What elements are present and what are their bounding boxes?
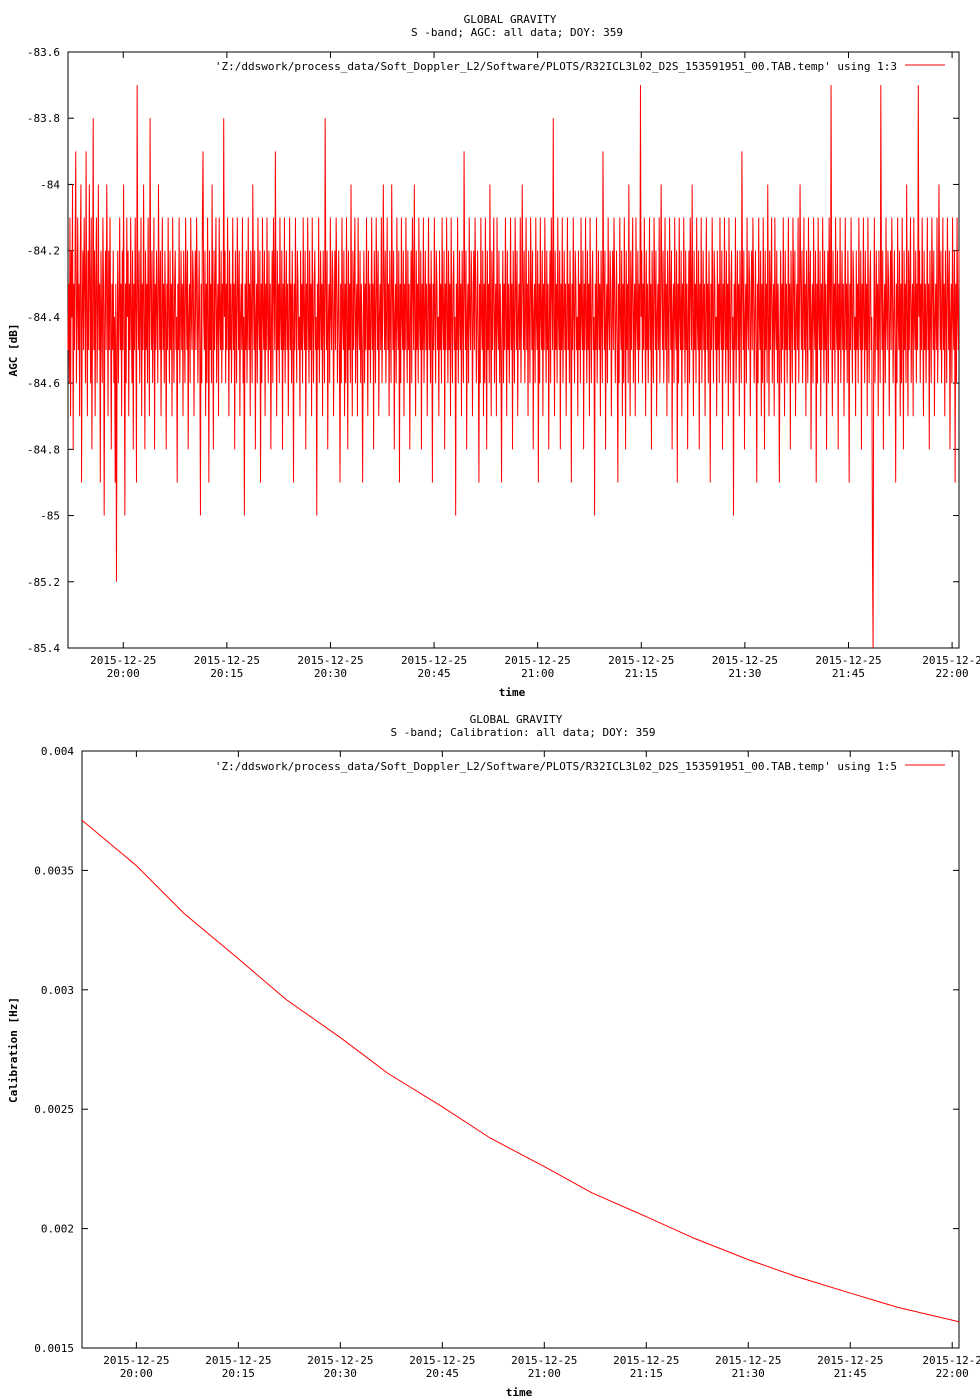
agc-x-tick-date: 2015-12-25	[505, 654, 571, 667]
agc-x-tick-time: 21:45	[832, 667, 865, 680]
agc-x-tick-time: 21:15	[625, 667, 658, 680]
agc-chart-title: GLOBAL GRAVITY	[464, 13, 557, 26]
calibration-x-tick-date: 2015-12-25	[613, 1354, 679, 1367]
calibration-y-tick-label: 0.0035	[34, 864, 74, 877]
agc-x-tick-date: 2015-12-25	[608, 654, 674, 667]
agc-chart: GLOBAL GRAVITY S -band; AGC: all data; D…	[7, 13, 980, 699]
agc-x-tick-date: 2015-12-25	[194, 654, 260, 667]
calibration-x-tick-time: 21:00	[528, 1367, 561, 1380]
calibration-x-tick-date: 2015-12-25	[409, 1354, 475, 1367]
agc-y-tick-label: -84.2	[27, 245, 60, 258]
agc-y-tick-label: -84.4	[27, 311, 60, 324]
calibration-x-tick-time: 20:00	[120, 1367, 153, 1380]
calibration-legend-label: 'Z:/ddswork/process_data/Soft_Doppler_L2…	[215, 760, 897, 773]
calibration-chart: GLOBAL GRAVITY S -band; Calibration: all…	[7, 713, 980, 1399]
agc-x-axis-label: time	[499, 686, 526, 699]
agc-x-tick-date: 2015-12-25	[712, 654, 778, 667]
calibration-y-tick-label: 0.0015	[34, 1342, 74, 1355]
calibration-x-tick-date: 2015-12-25	[715, 1354, 781, 1367]
calibration-x-tick-time: 20:15	[222, 1367, 255, 1380]
calibration-plot-frame	[82, 751, 959, 1348]
agc-legend-label: 'Z:/ddswork/process_data/Soft_Doppler_L2…	[215, 60, 897, 73]
agc-y-axis-label: AGC [dB]	[7, 324, 20, 377]
agc-x-tick-date: 2015-12-2	[922, 654, 980, 667]
calibration-x-tick-time: 20:30	[324, 1367, 357, 1380]
calibration-x-tick-time: 20:45	[426, 1367, 459, 1380]
agc-x-tick-time: 20:00	[107, 667, 140, 680]
agc-series-line	[68, 85, 959, 648]
agc-series	[68, 85, 959, 648]
agc-y-tick-label: -84.8	[27, 443, 60, 456]
agc-chart-subtitle: S -band; AGC: all data; DOY: 359	[411, 26, 623, 39]
calibration-x-axis: 2015-12-2520:002015-12-2520:152015-12-25…	[103, 751, 980, 1380]
calibration-x-tick-date: 2015-12-25	[103, 1354, 169, 1367]
calibration-chart-subtitle: S -band; Calibration: all data; DOY: 359	[391, 726, 656, 739]
agc-y-tick-label: -85.2	[27, 576, 60, 589]
agc-y-tick-label: -83.8	[27, 112, 60, 125]
agc-x-tick-time: 20:45	[418, 667, 451, 680]
calibration-x-tick-date: 2015-12-2	[922, 1354, 980, 1367]
calibration-x-tick-time: 21:30	[732, 1367, 765, 1380]
calibration-y-axis: 0.004 0.0035 0.003 0.0025 0.002 0.0015	[34, 745, 959, 1355]
agc-x-tick-date: 2015-12-25	[90, 654, 156, 667]
agc-x-tick-time: 21:30	[728, 667, 761, 680]
agc-x-tick-date: 2015-12-25	[297, 654, 363, 667]
calibration-x-tick-time: 22:00	[936, 1367, 969, 1380]
agc-x-tick-time: 20:15	[210, 667, 243, 680]
agc-x-tick-time: 22:00	[936, 667, 969, 680]
calibration-series	[82, 820, 959, 1321]
agc-y-tick-label: -85	[40, 510, 60, 523]
agc-y-tick-label: -84.6	[27, 377, 60, 390]
calibration-y-tick-label: 0.004	[41, 745, 74, 758]
agc-x-tick-date: 2015-12-25	[401, 654, 467, 667]
agc-y-tick-label: -83.6	[27, 46, 60, 59]
calibration-y-tick-label: 0.003	[41, 984, 74, 997]
agc-y-tick-label: -85.4	[27, 642, 60, 655]
calibration-chart-title: GLOBAL GRAVITY	[470, 713, 563, 726]
agc-y-tick-label: -84	[40, 178, 60, 191]
calibration-y-axis-label: Calibration [Hz]	[7, 997, 20, 1103]
agc-x-tick-date: 2015-12-25	[815, 654, 881, 667]
calibration-y-tick-label: 0.002	[41, 1223, 74, 1236]
calibration-x-tick-date: 2015-12-25	[307, 1354, 373, 1367]
calibration-x-tick-date: 2015-12-25	[511, 1354, 577, 1367]
calibration-x-tick-time: 21:45	[834, 1367, 867, 1380]
agc-x-tick-time: 21:00	[521, 667, 554, 680]
calibration-x-tick-time: 21:15	[630, 1367, 663, 1380]
calibration-x-axis-label: time	[506, 1386, 533, 1399]
agc-x-tick-time: 20:30	[314, 667, 347, 680]
calibration-series-line	[82, 820, 959, 1321]
calibration-y-tick-label: 0.0025	[34, 1103, 74, 1116]
calibration-x-tick-date: 2015-12-25	[205, 1354, 271, 1367]
calibration-x-tick-date: 2015-12-25	[817, 1354, 883, 1367]
